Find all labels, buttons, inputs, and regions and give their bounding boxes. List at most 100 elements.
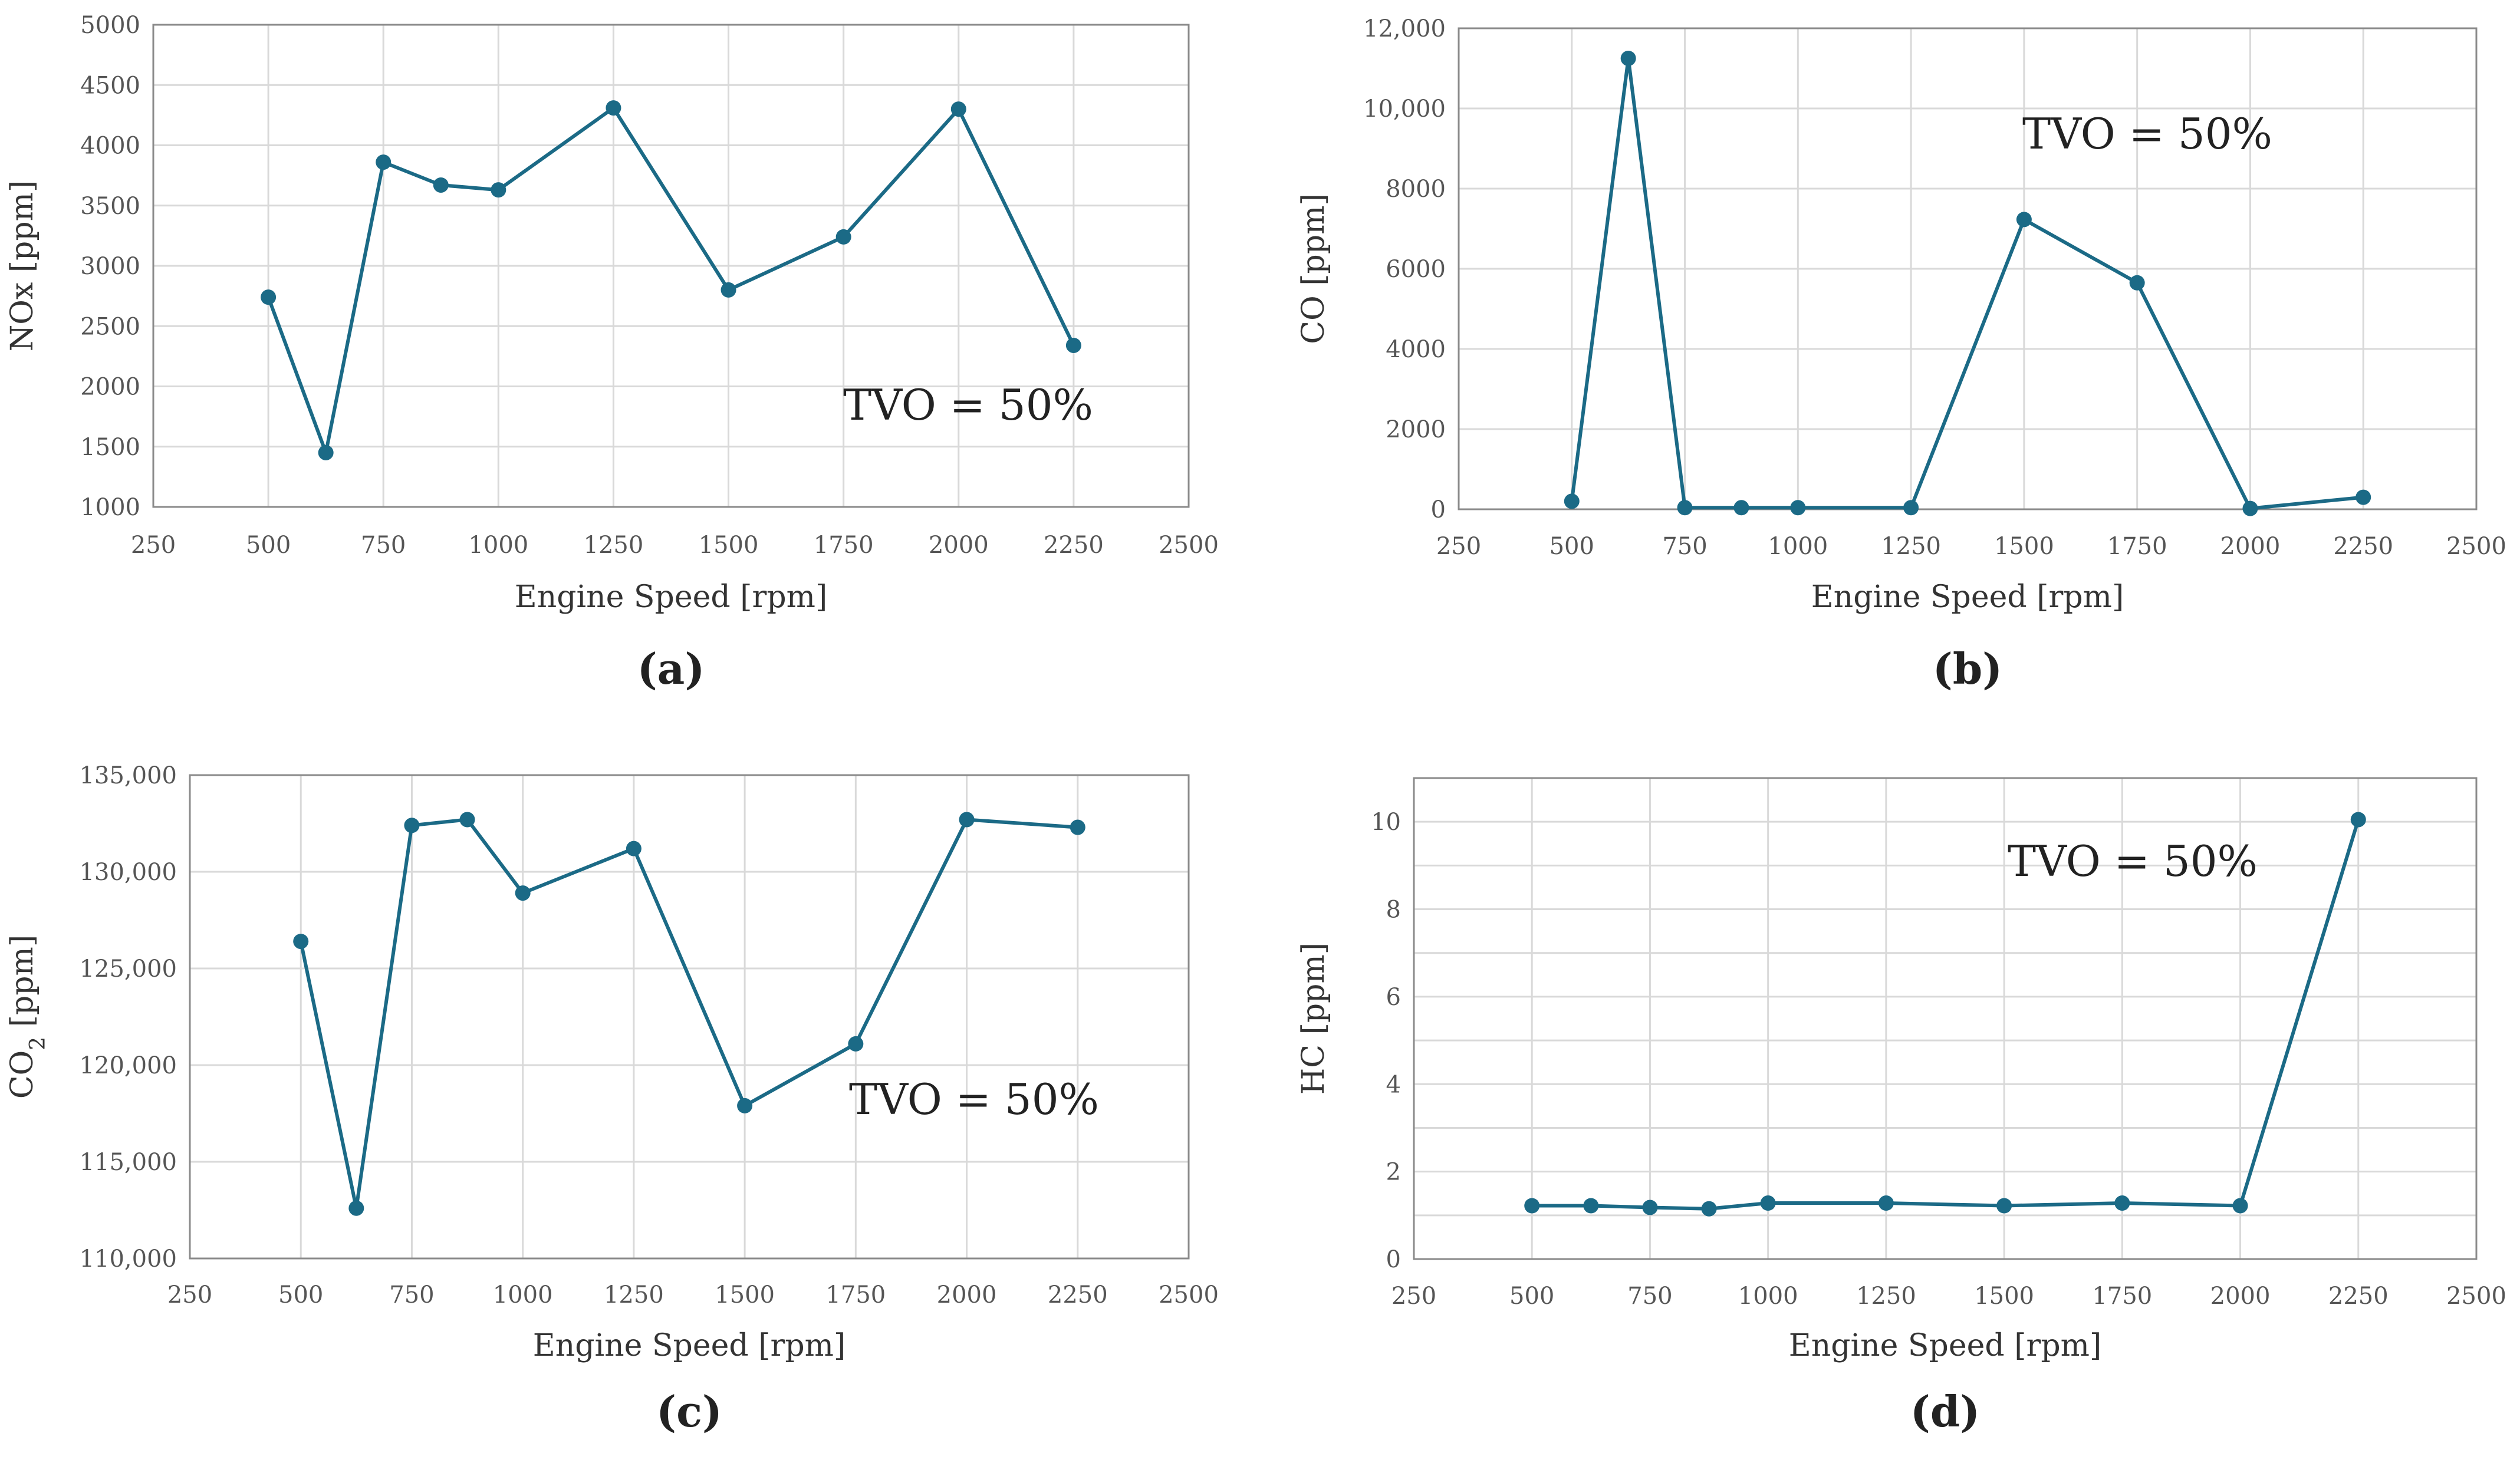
series-line-hc [1532,819,2360,1211]
x-tick-label: 1750 [825,1281,886,1309]
data-point [318,444,334,460]
x-tick-label: 250 [131,532,176,559]
y-tick-label: 10 [1371,809,1401,836]
data-point [2129,275,2145,291]
x-axis-label: Engine Speed [rpm] [1811,579,2124,615]
x-tick-label: 1250 [604,1281,664,1309]
x-tick-label: 1500 [1974,1283,2034,1310]
y-tick-label: 6000 [1386,256,1446,283]
x-tick-label: 1500 [715,1281,775,1309]
y-axis-label: HC [ppm] [1296,943,1331,1095]
data-point [1620,51,1636,66]
data-point [459,812,475,828]
y-tick-label: 110,000 [80,1245,177,1273]
x-tick-label: 2000 [929,532,989,559]
data-point [376,154,392,170]
x-tick-label: 250 [1391,1283,1436,1310]
x-tick-label: 2500 [2446,1283,2506,1310]
tvo-annotation: TVO = 50% [2022,109,2272,159]
data-point [1583,1198,1599,1214]
y-axis-label-main: CO [5,1050,40,1099]
x-tick-label: 750 [1627,1283,1672,1310]
chart-panel-b: 250 500 750 1000 1250 1500 1750 2000 2250 2500 0 20… [1296,15,2506,694]
y-tick-label: 12,000 [1363,15,1446,42]
data-point [721,282,736,298]
y-tick-label: 4000 [80,133,140,160]
series-line-co2 [299,818,1078,1210]
y-axis-label: CO2 [ppm] [5,935,50,1099]
x-tick-label: 1250 [1881,533,1941,560]
x-tick-label: 750 [1662,533,1707,560]
chart-panel-d: 250 500 750 1000 1250 1500 1750 2000 2250 2500 0 2 4… [1296,777,2506,1436]
x-tick-label: 2000 [937,1281,997,1309]
data-point [2016,212,2032,228]
x-tick-label: 500 [1509,1283,1554,1310]
data-point [515,885,531,901]
x-tick-label: 2250 [1044,532,1104,559]
x-tick-label: 2250 [1048,1281,1108,1309]
data-point [1070,819,1085,835]
data-point [1524,1198,1540,1214]
data-point [1996,1198,2012,1214]
y-axis-label-unit: [ppm] [5,935,40,1037]
y-axis-label-subscript: 2 [26,1037,50,1050]
chart-panel-c: 250 500 750 1000 1250 1500 1750 2000 2250 2500 110… [5,762,1219,1436]
plot-frame [1413,777,2478,1260]
series-line-co [1570,57,2364,510]
tvo-annotation: TVO = 50% [849,1075,1099,1124]
x-tick-label: 1000 [1768,533,1828,560]
series-line-nox [267,106,1075,454]
data-point [1701,1201,1717,1217]
x-tick-label: 2250 [2328,1283,2389,1310]
x-tick-label: 1750 [2092,1283,2152,1310]
x-tick-label: 750 [389,1281,434,1309]
data-point [835,229,851,245]
y-tick-label: 2000 [80,374,140,401]
y-tick-label: 0 [1386,1246,1401,1273]
y-tick-label: 2 [1386,1159,1401,1186]
y-tick-label: 4000 [1386,336,1446,363]
x-tick-label: 2500 [1159,532,1219,559]
y-tick-label: 4500 [80,72,140,99]
data-point [404,818,420,833]
x-tick-label: 1000 [493,1281,553,1309]
x-tick-label: 1750 [2107,533,2167,560]
data-point [1760,1195,1776,1211]
x-tick-label: 750 [361,532,406,559]
data-point [261,289,277,305]
data-point [1065,337,1081,353]
y-tick-label: 2500 [80,313,140,340]
panel-label: (b) [1933,644,2002,694]
panel-label: (a) [637,644,705,694]
x-tick-label: 2500 [2446,533,2506,560]
plot-frame [1458,27,2478,510]
y-tick-label: 0 [1431,496,1446,523]
x-axis-label: Engine Speed [rpm] [533,1328,846,1363]
data-point [2355,489,2371,505]
y-axis-label: CO [ppm] [1296,193,1331,344]
data-point [1677,500,1693,516]
data-point [1564,493,1580,509]
x-tick-label: 250 [1436,533,1481,560]
data-point [1790,500,1806,516]
y-tick-label: 5000 [80,12,140,39]
y-tick-label: 3000 [80,253,140,280]
x-tick-label: 1250 [584,532,644,559]
plot-frame [152,24,1190,508]
panel-label: (d) [1910,1386,1980,1436]
data-point [2350,812,2366,828]
y-tick-label: 4 [1386,1071,1401,1098]
x-tick-label: 500 [1549,533,1594,560]
x-tick-label: 500 [246,532,291,559]
y-tick-label: 130,000 [80,859,177,886]
y-axis-label: NOx [ppm] [5,180,40,351]
data-point [950,101,966,117]
y-tick-label: 10,000 [1363,95,1446,123]
data-point [848,1036,864,1052]
data-point [2242,500,2258,516]
y-tick-label: 125,000 [80,955,177,983]
y-tick-label: 2000 [1386,416,1446,443]
y-tick-label: 6 [1386,984,1401,1011]
data-point [1642,1200,1658,1215]
